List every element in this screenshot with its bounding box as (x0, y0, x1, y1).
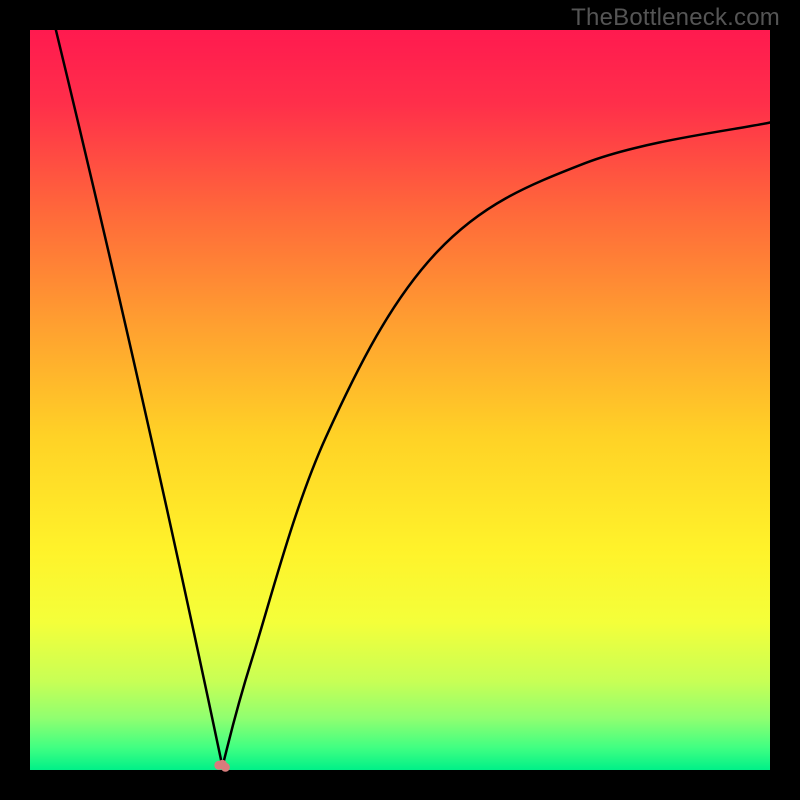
bottleneck-chart (0, 0, 800, 800)
plot-area (30, 30, 770, 770)
minimum-dot (218, 760, 227, 769)
watermark-text: TheBottleneck.com (571, 4, 780, 32)
